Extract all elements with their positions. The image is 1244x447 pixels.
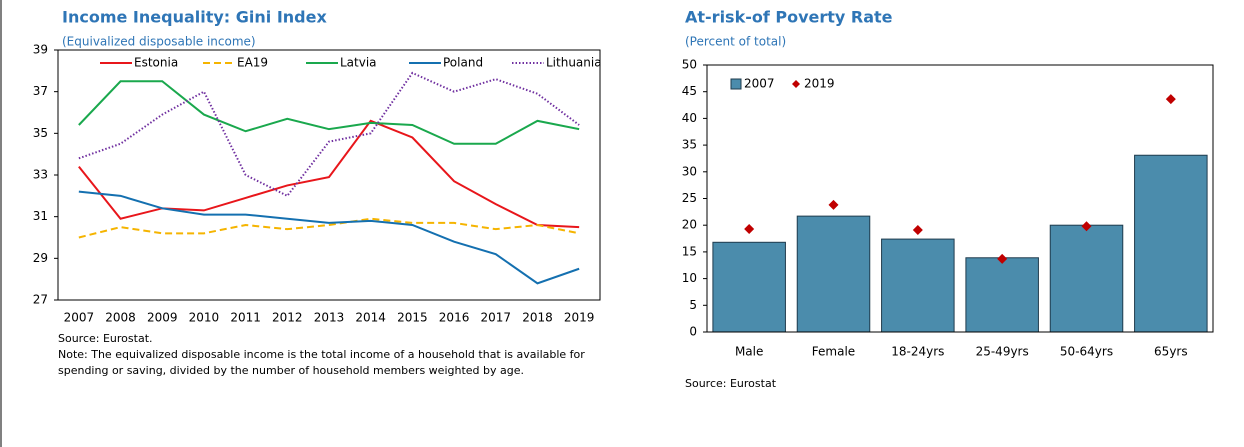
x-tick-label: 50-64yrs bbox=[1060, 345, 1113, 359]
marker bbox=[1081, 221, 1092, 232]
y-tick-label: 39 bbox=[33, 43, 48, 57]
y-tick-label: 5 bbox=[689, 298, 697, 312]
legend-label: 2007 bbox=[744, 77, 775, 91]
x-tick-label: 2009 bbox=[147, 311, 178, 325]
x-tick-label: 2016 bbox=[439, 311, 470, 325]
x-tick-label: 2017 bbox=[480, 311, 511, 325]
series-line bbox=[78, 217, 580, 239]
y-tick-label: 45 bbox=[682, 84, 697, 98]
marker bbox=[912, 225, 923, 236]
bar bbox=[796, 215, 871, 333]
y-tick-label: 40 bbox=[682, 111, 697, 125]
chart-title: Income Inequality: Gini Index bbox=[62, 8, 327, 27]
legend-label: Lithuania bbox=[546, 56, 602, 70]
x-tick-label: Male bbox=[735, 345, 763, 359]
marker bbox=[997, 253, 1008, 264]
bar bbox=[1049, 224, 1124, 333]
x-tick-label: 2018 bbox=[522, 311, 553, 325]
legend-label: Poland bbox=[443, 56, 483, 70]
legend-label: EA19 bbox=[237, 56, 268, 70]
series-line bbox=[78, 190, 580, 285]
legend-label: Estonia bbox=[134, 56, 178, 70]
marker bbox=[744, 223, 755, 234]
y-tick-label: 50 bbox=[682, 58, 697, 72]
x-tick-label: Female bbox=[812, 345, 855, 359]
legend-label: 2019 bbox=[804, 77, 835, 91]
x-tick-label: 2007 bbox=[64, 311, 95, 325]
plot-frame bbox=[706, 64, 1214, 333]
chart-title: At-risk-of Poverty Rate bbox=[685, 8, 893, 27]
x-tick-label: 2012 bbox=[272, 311, 303, 325]
x-tick-label: 18-24yrs bbox=[891, 345, 944, 359]
y-tick-label: 33 bbox=[33, 168, 48, 182]
marker bbox=[828, 199, 839, 210]
marker bbox=[1165, 94, 1176, 105]
y-tick-label: 30 bbox=[682, 164, 697, 178]
y-tick-label: 27 bbox=[33, 293, 48, 307]
legend-swatch bbox=[730, 78, 742, 90]
legend-label: Latvia bbox=[340, 56, 377, 70]
y-tick-label: 35 bbox=[682, 138, 697, 152]
x-tick-label: 2019 bbox=[564, 311, 595, 325]
source: Source: Eurostat. bbox=[58, 332, 153, 345]
plot-frame bbox=[57, 49, 601, 301]
bar bbox=[881, 238, 955, 333]
y-tick-label: 37 bbox=[33, 84, 48, 98]
bar bbox=[712, 241, 786, 333]
y-tick-label: 10 bbox=[682, 271, 697, 285]
y-tick-label: 29 bbox=[33, 251, 48, 265]
chart-subtitle: (Equivalized disposable income) bbox=[62, 35, 256, 49]
y-tick-label: 20 bbox=[682, 218, 697, 232]
y-tick-label: 31 bbox=[33, 209, 48, 223]
y-tick-label: 25 bbox=[682, 191, 697, 205]
legend-swatch bbox=[792, 80, 800, 88]
series-line bbox=[78, 119, 580, 229]
chart-subtitle: (Percent of total) bbox=[685, 35, 786, 49]
series-line bbox=[78, 80, 580, 145]
series-line bbox=[78, 71, 580, 198]
x-tick-label: 2014 bbox=[355, 311, 386, 325]
x-tick-label: 25-49yrs bbox=[976, 345, 1029, 359]
y-tick-label: 15 bbox=[682, 244, 697, 258]
bar bbox=[965, 257, 1039, 333]
x-tick-label: 2008 bbox=[105, 311, 136, 325]
x-tick-label: 65yrs bbox=[1154, 345, 1188, 359]
bar bbox=[1134, 154, 1208, 333]
source: Source: Eurostat bbox=[685, 377, 777, 390]
x-tick-label: 2010 bbox=[189, 311, 220, 325]
x-tick-label: 2011 bbox=[230, 311, 261, 325]
x-tick-label: 2013 bbox=[314, 311, 345, 325]
y-tick-label: 0 bbox=[689, 325, 697, 339]
x-tick-label: 2015 bbox=[397, 311, 428, 325]
note: Note: The equivalized disposable income … bbox=[58, 348, 585, 377]
y-tick-label: 35 bbox=[33, 126, 48, 140]
